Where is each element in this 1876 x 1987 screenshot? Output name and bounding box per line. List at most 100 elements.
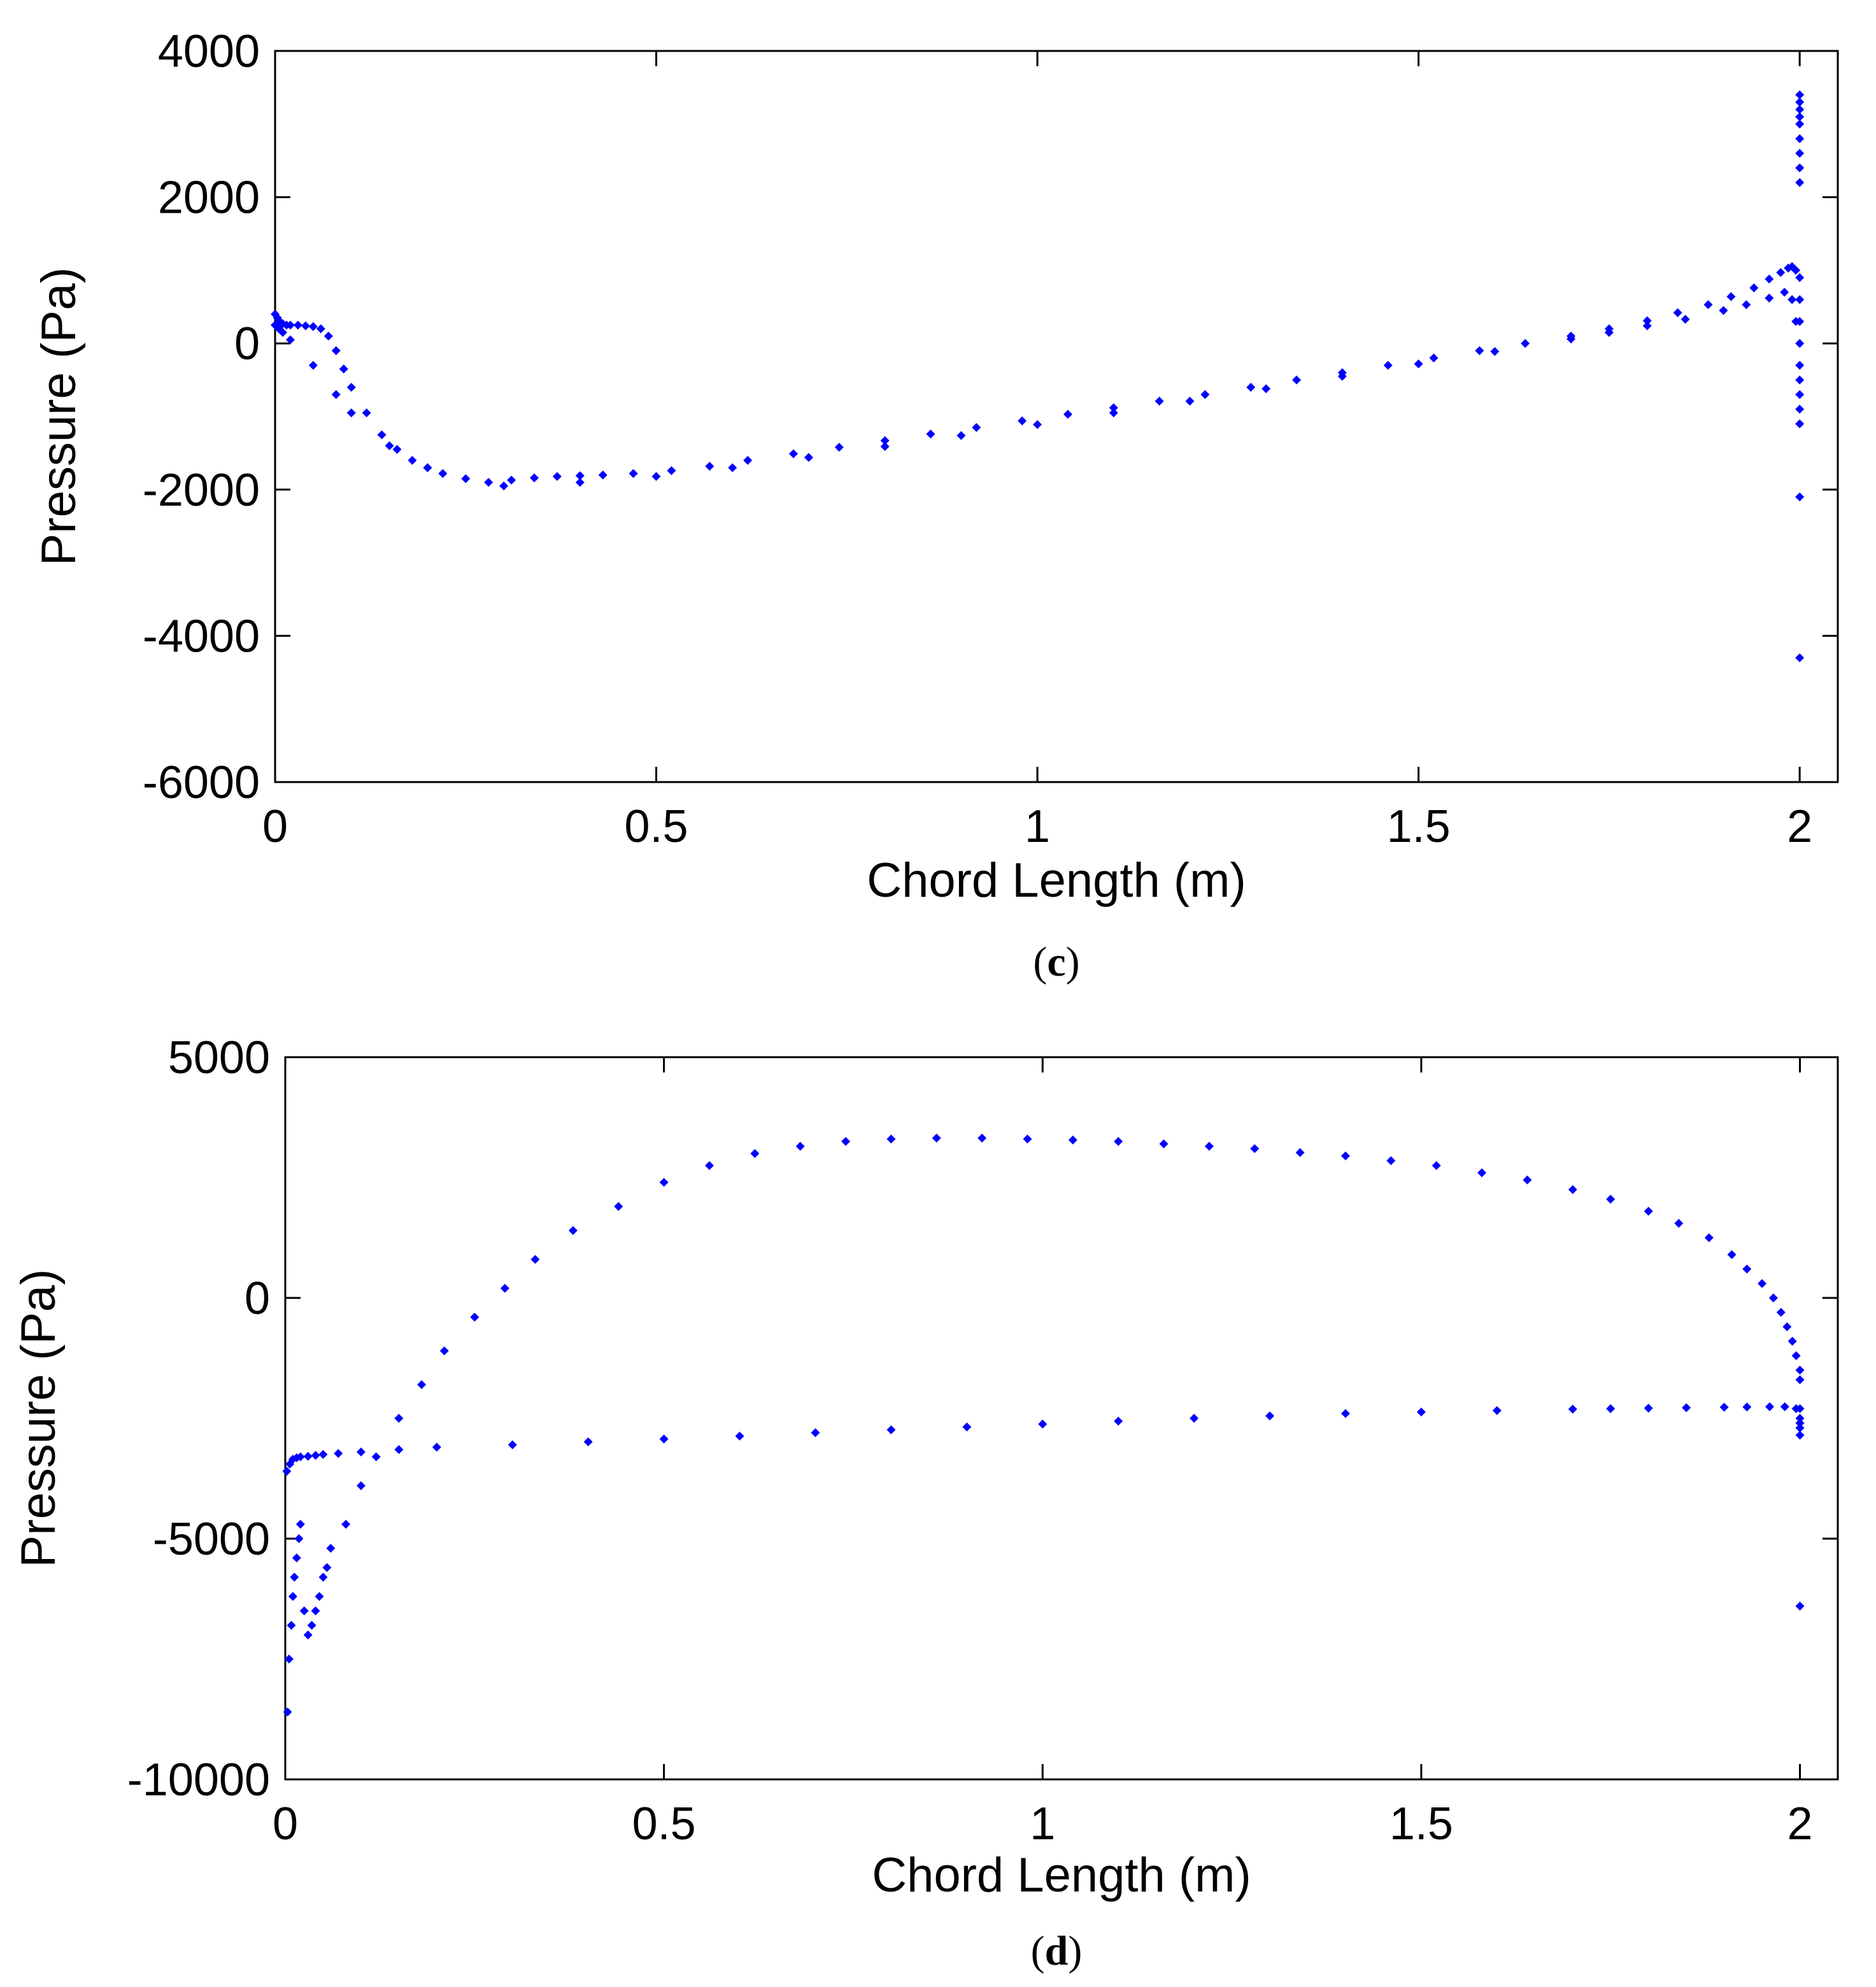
data-point [470,1313,480,1322]
data-point [1604,327,1614,337]
data-point [886,1134,896,1144]
data-point [282,1467,292,1476]
data-point [1114,1137,1123,1146]
data-point [651,472,661,481]
data-point [977,1134,987,1143]
x-tick-label: 2 [1787,1798,1813,1849]
data-point [1523,1175,1532,1185]
data-point [1795,178,1805,187]
data-point [530,1255,540,1264]
data-point [507,475,516,485]
y-axis-label-d: Pressure (Pa) [11,1269,66,1568]
y-tick-label: 2000 [158,173,260,224]
data-point [1261,384,1271,394]
data-point [1703,300,1713,310]
data-point [356,1481,366,1490]
data-point [499,481,509,491]
data-point [1791,266,1801,275]
data-point [1795,492,1805,502]
data-point [1190,1414,1199,1423]
data-point [1492,1406,1502,1415]
data-point [704,1161,714,1171]
data-point [1155,396,1164,406]
data-point [308,322,318,331]
data-point [303,1630,313,1640]
y-tick-label: -4000 [143,611,260,662]
data-point [1429,353,1439,363]
data-point [1337,371,1347,381]
tick-marks-c [274,50,1838,783]
data-point [1768,1293,1778,1302]
data-point [278,327,287,337]
x-tick-label: 1 [1030,1798,1055,1849]
data-point [394,1414,404,1423]
data-point [432,1442,441,1452]
data-point [1719,306,1728,315]
data-point [287,1621,296,1630]
x-axis-label-c: Chord Length (m) [867,853,1246,908]
data-point [1567,334,1576,344]
data-point [1295,1148,1305,1157]
data-point [841,1137,851,1146]
data-point [880,436,890,445]
data-point [1776,267,1786,277]
data-point [1791,1351,1801,1360]
data-point [1018,416,1027,425]
data-point [1787,295,1797,304]
data-point [439,1346,449,1356]
data-point [408,455,417,465]
data-point [1795,317,1805,326]
x-tick-label: 1.5 [1389,1798,1453,1849]
data-point [285,320,295,330]
data-point [834,443,844,452]
data-point [972,423,981,432]
data-point [346,383,356,392]
data-point [1490,346,1500,356]
data-point [1795,653,1805,662]
y-tick-label: 5000 [168,1032,270,1083]
y-tick-label: -10000 [127,1755,270,1805]
data-point [1749,283,1759,292]
chart-panel-c: 0 0.5 1 1.5 2 -6000 -4000 -2000 0 2000 4… [32,26,1839,985]
data-point [308,360,318,370]
data-point [1758,1279,1767,1288]
x-tick-labels-d: 0 0.5 1 1.5 2 [273,1798,1813,1849]
data-point [1521,339,1530,348]
y-tick-label: -6000 [143,757,260,808]
plot-frame-c [274,50,1839,783]
data-point [1795,339,1805,348]
data-point [303,1451,313,1461]
data-point [385,441,394,450]
data-point [438,469,448,478]
data-point [1606,1404,1616,1413]
data-point [575,471,585,480]
data-point [1340,1151,1350,1160]
y-tick-label: 4000 [158,26,260,77]
data-point [552,472,562,481]
x-tick-label: 1.5 [1387,801,1451,852]
data-point [341,1520,351,1529]
data-point [568,1226,578,1236]
data-point [583,1437,593,1447]
y-tick-label: -5000 [153,1514,270,1565]
data-point [886,1425,896,1435]
data-point [743,455,753,465]
data-point [331,346,341,355]
data-point [371,1452,381,1462]
data-point [1782,1322,1792,1332]
data-point [301,321,310,331]
y-tick-label: 0 [234,318,260,369]
data-point [750,1149,760,1158]
data-point [962,1422,972,1432]
data-point [346,408,356,418]
data-point [1795,419,1805,429]
data-point [811,1428,820,1437]
data-point [307,1621,316,1630]
data-point [1795,104,1805,114]
data-point [316,324,325,334]
data-point [1204,1141,1214,1151]
data-point [1765,1402,1774,1411]
data-point [1246,383,1256,392]
data-point [1023,1134,1032,1144]
x-tick-label: 0 [262,801,288,852]
